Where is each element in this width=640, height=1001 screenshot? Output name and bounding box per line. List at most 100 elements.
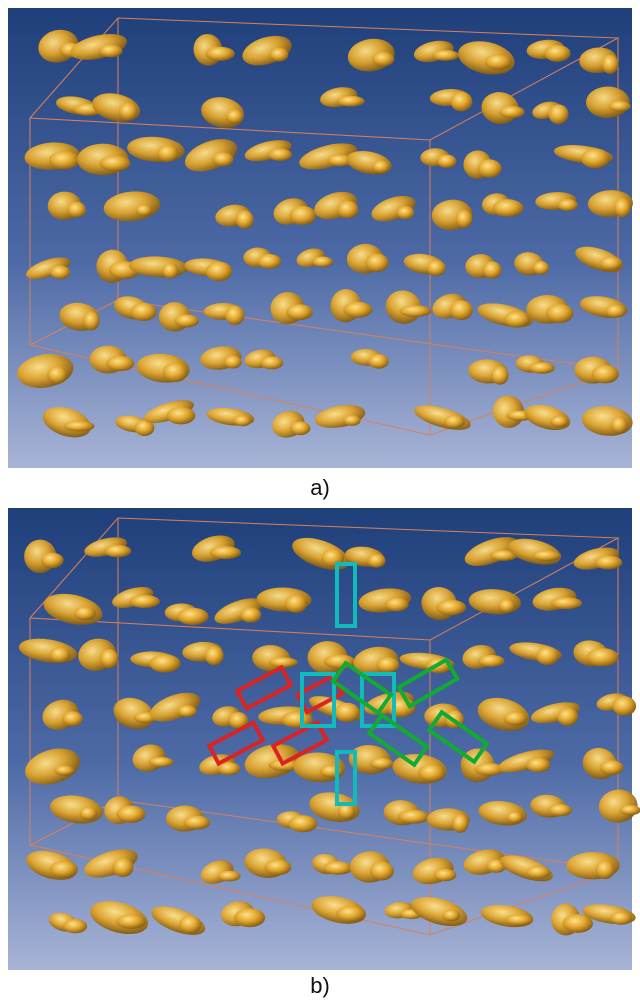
pore-blob bbox=[595, 860, 614, 879]
pore-blob bbox=[587, 648, 619, 666]
pore-blob bbox=[610, 912, 632, 925]
pore-blob bbox=[260, 356, 283, 369]
pore-blob bbox=[507, 811, 523, 822]
pore-blob bbox=[483, 261, 502, 278]
pore-blob bbox=[548, 804, 572, 816]
pore-blob bbox=[450, 300, 473, 320]
pore-blob bbox=[47, 366, 67, 384]
pore-blob bbox=[54, 766, 74, 776]
pore-blob bbox=[117, 806, 146, 823]
pore-blob bbox=[368, 354, 388, 369]
pore-blob bbox=[67, 202, 86, 218]
pore-blob bbox=[290, 421, 310, 435]
pore-blob bbox=[343, 302, 372, 318]
pore-blob bbox=[493, 199, 524, 217]
pore-blob bbox=[226, 109, 244, 123]
pore-blob bbox=[130, 595, 160, 608]
pore-blob bbox=[49, 647, 70, 663]
pore-blob bbox=[599, 256, 622, 270]
pore-blob bbox=[113, 858, 134, 877]
pore-blob bbox=[437, 155, 456, 169]
pore-blob bbox=[269, 657, 298, 667]
pore-blob bbox=[62, 711, 83, 726]
pore-blob bbox=[150, 654, 181, 672]
pore-blob bbox=[99, 45, 123, 58]
pore-blob bbox=[478, 159, 502, 178]
pore-blob bbox=[268, 148, 292, 161]
pore-blob bbox=[130, 303, 156, 321]
pore-blob bbox=[205, 646, 224, 665]
pore-blob bbox=[478, 655, 504, 667]
pore-blob bbox=[80, 807, 98, 820]
pore-blob bbox=[549, 104, 569, 124]
pore-blob bbox=[286, 304, 313, 320]
pore-blob bbox=[320, 765, 343, 778]
pore-blob bbox=[499, 106, 524, 118]
pore-blob bbox=[336, 906, 366, 922]
pore-blob bbox=[49, 151, 80, 169]
pore-blob bbox=[234, 415, 252, 426]
pore-blob bbox=[149, 757, 174, 767]
pore-blob bbox=[74, 606, 96, 620]
pore-blob bbox=[63, 919, 87, 933]
pore-blob bbox=[533, 261, 549, 274]
pore-blob bbox=[290, 206, 317, 225]
pore-blob bbox=[337, 96, 365, 107]
pore-blob bbox=[602, 55, 619, 74]
pore-blob bbox=[270, 48, 289, 62]
pore-blob bbox=[611, 417, 628, 434]
pore-blob bbox=[436, 600, 466, 616]
pore-blob bbox=[289, 815, 318, 832]
pore-blob bbox=[104, 545, 131, 557]
pore-blob bbox=[550, 416, 568, 427]
pore-blob bbox=[41, 553, 64, 568]
pore-blob bbox=[179, 916, 201, 934]
pore-blob bbox=[337, 201, 358, 219]
figure: a) b) bbox=[0, 0, 640, 1001]
pore-blob bbox=[620, 805, 640, 815]
pore-blob bbox=[313, 257, 333, 268]
pore-blob bbox=[614, 198, 631, 218]
pore-blob bbox=[178, 705, 197, 717]
pore-blob bbox=[536, 646, 559, 665]
pore-blob bbox=[546, 304, 574, 323]
pore-blob bbox=[558, 199, 578, 211]
pore-blob bbox=[99, 156, 130, 172]
pore-blob bbox=[370, 758, 393, 770]
pore-blob bbox=[162, 263, 178, 279]
pore-blob bbox=[532, 550, 561, 561]
pore-blob bbox=[63, 421, 94, 431]
pore-blob bbox=[385, 597, 409, 611]
pore-blob bbox=[434, 869, 457, 881]
pore-blob bbox=[442, 910, 460, 922]
panel-b bbox=[8, 508, 640, 970]
pore-blob bbox=[264, 859, 291, 875]
pore-blob bbox=[592, 365, 619, 384]
pore-blob bbox=[368, 554, 386, 568]
pore-blob bbox=[212, 152, 233, 166]
pore-blob bbox=[526, 866, 551, 879]
pore-blob bbox=[285, 594, 307, 613]
pore-blob bbox=[418, 764, 445, 782]
render-background bbox=[8, 8, 632, 468]
pore-blob bbox=[432, 50, 459, 61]
pore-blob bbox=[50, 265, 70, 279]
pore-blob bbox=[529, 362, 555, 373]
pore-blob bbox=[503, 711, 527, 725]
pore-blob bbox=[451, 92, 473, 112]
pore-blob bbox=[106, 356, 134, 371]
pore-blob bbox=[167, 407, 196, 425]
panel-label: a) bbox=[310, 475, 330, 500]
pore-blob bbox=[600, 760, 624, 775]
pore-blob bbox=[372, 160, 390, 173]
pore-blob bbox=[377, 657, 400, 673]
pore-blob bbox=[400, 305, 432, 317]
pore-blob bbox=[557, 708, 578, 726]
pore-blob bbox=[335, 703, 360, 722]
pore-blob bbox=[174, 314, 199, 327]
pore-blob bbox=[456, 210, 473, 228]
pore-blob bbox=[183, 816, 210, 830]
pore-blob bbox=[210, 546, 241, 559]
pore-blob bbox=[50, 861, 78, 878]
pore-blob bbox=[116, 914, 146, 929]
